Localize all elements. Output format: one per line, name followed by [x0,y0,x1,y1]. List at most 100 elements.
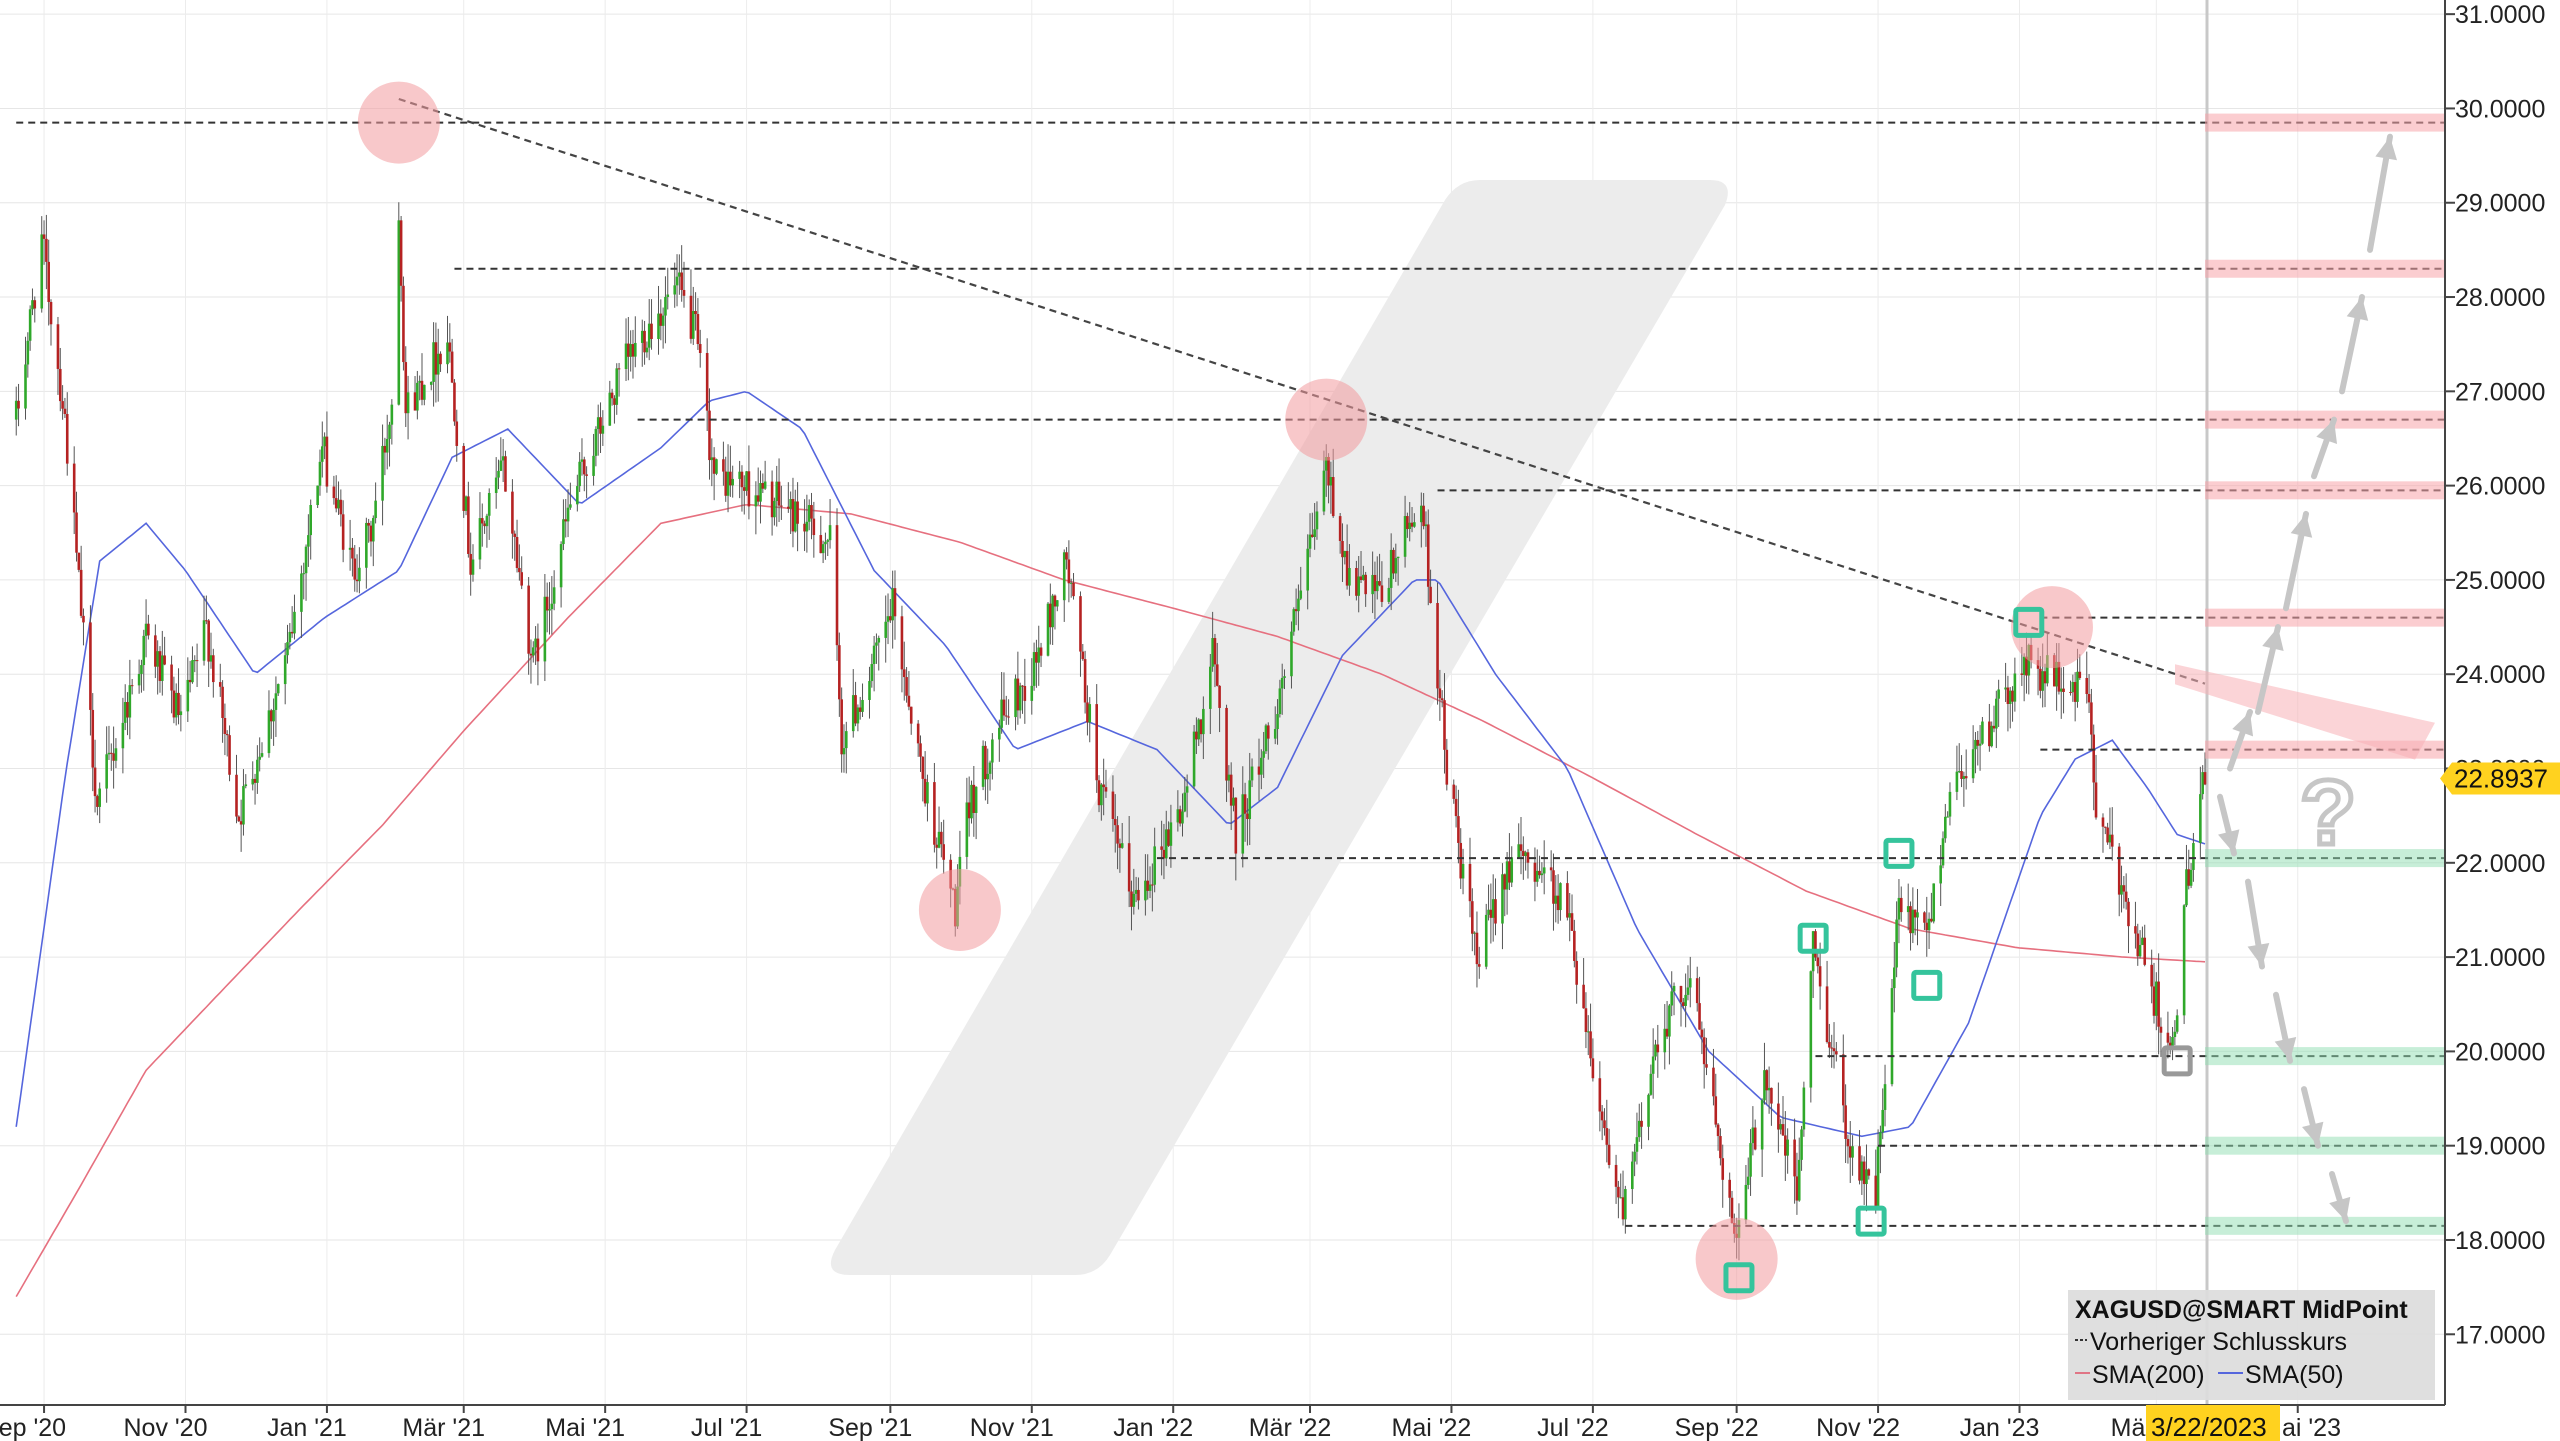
candle-body [578,461,581,487]
support-zone [2205,849,2445,868]
candle-body [2043,671,2047,684]
candle-body [1916,912,1919,918]
candle-body [1280,677,1284,689]
candle-body [1668,1005,1671,1037]
candle-body [1508,861,1511,883]
candle-body [1343,550,1347,558]
candle-body [397,220,401,405]
candle-body [1654,1044,1657,1057]
down-scenario-arrow-head [2274,1037,2297,1061]
candle-body [56,324,60,369]
candle-body [1457,816,1460,843]
pattern-square [1883,837,1915,869]
highlight-circle [2010,586,2093,669]
candle-body [487,493,491,516]
x-tick-label: Jan '21 [267,1414,347,1441]
candle-body [341,514,345,550]
candle-body [1471,901,1474,934]
candle-body [1763,1070,1766,1101]
candle-body [1359,576,1363,581]
candle-body [1721,1158,1725,1180]
candle-body [844,731,848,749]
x-tick-label: Mai '21 [545,1414,625,1441]
candle-body [2022,656,2026,675]
candle-body [810,505,813,519]
resistance-zone [2205,410,2445,429]
candle-body [842,748,846,755]
candle-body [1867,1169,1871,1176]
candle-body [205,620,208,622]
candlesticks [14,202,2207,1261]
candle-body [1705,1064,1708,1068]
candle-body [515,536,519,569]
candle-body [1948,791,1952,817]
candle-body [1037,647,1041,663]
candle-body [891,588,894,621]
candle-body [585,474,588,476]
candle-body [1586,1031,1590,1033]
candle-body [453,382,456,422]
candle-body [548,609,551,611]
candle-body [1197,719,1201,740]
candle-body [2041,671,2044,691]
candle-body [399,220,403,286]
candle-body [1862,1161,1866,1185]
candle-body [1656,1044,1660,1053]
candle-body [1032,652,1036,686]
candle-body [1930,918,1933,922]
candle-body [599,417,602,434]
candle-body [1294,609,1298,612]
candle-body [1408,522,1412,530]
candle-body [601,425,605,434]
candle-body [2136,933,2140,957]
candle-body [884,621,888,638]
candle-body [738,471,741,479]
candle-body [388,424,391,439]
candle-body [98,788,102,807]
candle-body [96,796,99,807]
candle-body [1195,731,1198,740]
up-scenario-arrow-head [2316,419,2338,445]
candle-body [300,573,303,612]
candle-body [1364,574,1367,595]
candle-body [872,645,876,665]
candle-body [826,540,830,542]
candle-body [112,753,115,761]
candle-body [418,380,421,383]
candle-body [1004,715,1008,717]
chart-legend: XAGUSD@SMART MidPoint Vorheriger Schluss… [2068,1290,2435,1400]
candle-body [274,693,278,710]
candle-body [1621,1197,1625,1220]
candle-body [2006,687,2010,704]
candle-body [61,401,64,409]
candle-body [478,518,482,560]
candle-body [105,754,108,789]
pattern-square [2013,606,2045,638]
candle-body [1246,813,1249,820]
candle-body [1234,797,1238,854]
candle-body [1487,909,1490,915]
down-scenario-arrow-head [2329,1196,2351,1222]
candle-body [2155,981,2158,1016]
candle-body [1420,505,1423,523]
candle-body [2020,673,2024,675]
candle-body [33,300,37,309]
legend-prev-close: Vorheriger Schlusskurs [2090,1328,2347,1356]
candle-body [2199,794,2202,844]
candle-body [142,635,146,666]
candle-body [1749,1143,1752,1177]
candle-body [1232,797,1235,806]
candle-body [1874,1175,1878,1209]
candle-body [334,498,338,509]
candle-body [1357,576,1361,596]
candle-body [991,739,994,763]
candle-body [1443,700,1446,750]
pattern-square [1723,1262,1755,1294]
candle-body [332,486,336,499]
candle-body [1007,716,1010,718]
candle-body [432,342,435,382]
candle-body [1695,978,1699,1004]
y-tick-label: 19.0000 [2455,1133,2545,1161]
candle-body [967,802,971,819]
candle-body [747,471,751,507]
